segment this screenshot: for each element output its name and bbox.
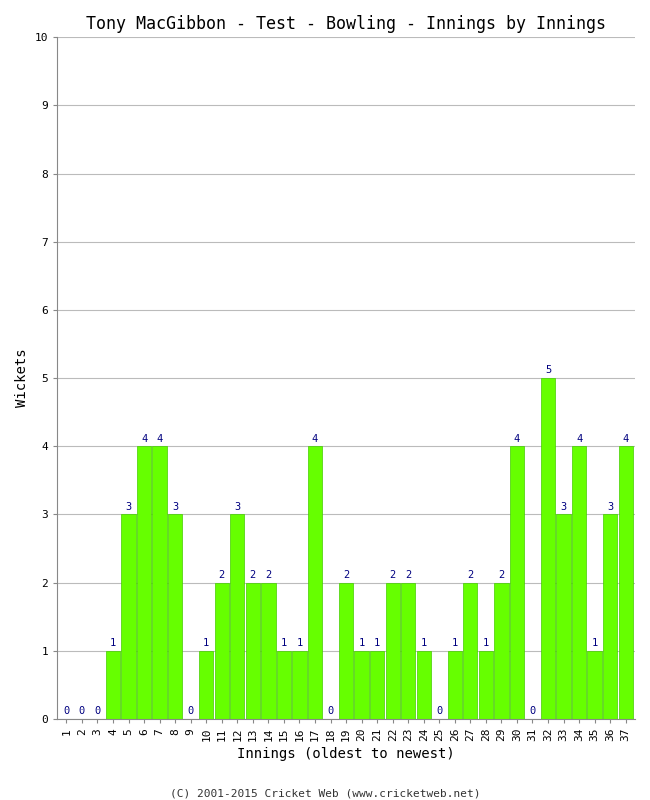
Bar (494, 582, 508, 719)
Bar (277, 650, 291, 719)
Bar (463, 582, 478, 719)
Text: 1: 1 (296, 638, 302, 648)
Bar (168, 514, 182, 719)
Text: 0: 0 (529, 706, 536, 716)
Y-axis label: Wickets: Wickets (15, 349, 29, 407)
Text: 1: 1 (452, 638, 458, 648)
X-axis label: Innings (oldest to newest): Innings (oldest to newest) (237, 747, 455, 761)
Text: 0: 0 (63, 706, 70, 716)
Text: 3: 3 (172, 502, 178, 512)
Text: 1: 1 (281, 638, 287, 648)
Text: 0: 0 (94, 706, 101, 716)
Text: 3: 3 (234, 502, 240, 512)
Bar (261, 582, 276, 719)
Text: 1: 1 (421, 638, 427, 648)
Bar (339, 582, 353, 719)
Text: 4: 4 (623, 434, 629, 443)
Bar (588, 650, 602, 719)
Text: 4: 4 (576, 434, 582, 443)
Bar (122, 514, 136, 719)
Bar (137, 446, 151, 719)
Bar (385, 582, 400, 719)
Text: 1: 1 (203, 638, 209, 648)
Bar (619, 446, 633, 719)
Text: 3: 3 (125, 502, 132, 512)
Text: 2: 2 (467, 570, 473, 580)
Bar (541, 378, 555, 719)
Text: 1: 1 (358, 638, 365, 648)
Text: 1: 1 (592, 638, 598, 648)
Bar (214, 582, 229, 719)
Bar (199, 650, 213, 719)
Bar (153, 446, 167, 719)
Text: 2: 2 (343, 570, 349, 580)
Text: 2: 2 (218, 570, 225, 580)
Bar (603, 514, 618, 719)
Bar (556, 514, 571, 719)
Bar (370, 650, 384, 719)
Text: 2: 2 (499, 570, 504, 580)
Text: 3: 3 (607, 502, 613, 512)
Text: 1: 1 (374, 638, 380, 648)
Text: 0: 0 (79, 706, 85, 716)
Text: 1: 1 (110, 638, 116, 648)
Text: 2: 2 (405, 570, 411, 580)
Bar (292, 650, 307, 719)
Title: Tony MacGibbon - Test - Bowling - Innings by Innings: Tony MacGibbon - Test - Bowling - Inning… (86, 15, 606, 33)
Text: 4: 4 (157, 434, 162, 443)
Text: 0: 0 (436, 706, 443, 716)
Bar (417, 650, 431, 719)
Bar (510, 446, 524, 719)
Text: (C) 2001-2015 Cricket Web (www.cricketweb.net): (C) 2001-2015 Cricket Web (www.cricketwe… (170, 788, 480, 798)
Bar (354, 650, 369, 719)
Bar (478, 650, 493, 719)
Text: 4: 4 (514, 434, 520, 443)
Text: 5: 5 (545, 366, 551, 375)
Text: 2: 2 (389, 570, 396, 580)
Text: 2: 2 (265, 570, 272, 580)
Text: 0: 0 (188, 706, 194, 716)
Bar (572, 446, 586, 719)
Text: 3: 3 (560, 502, 567, 512)
Text: 1: 1 (483, 638, 489, 648)
Text: 4: 4 (312, 434, 318, 443)
Text: 4: 4 (141, 434, 147, 443)
Bar (246, 582, 260, 719)
Bar (308, 446, 322, 719)
Bar (106, 650, 120, 719)
Text: 0: 0 (328, 706, 333, 716)
Bar (401, 582, 415, 719)
Bar (448, 650, 462, 719)
Bar (230, 514, 244, 719)
Text: 2: 2 (250, 570, 256, 580)
